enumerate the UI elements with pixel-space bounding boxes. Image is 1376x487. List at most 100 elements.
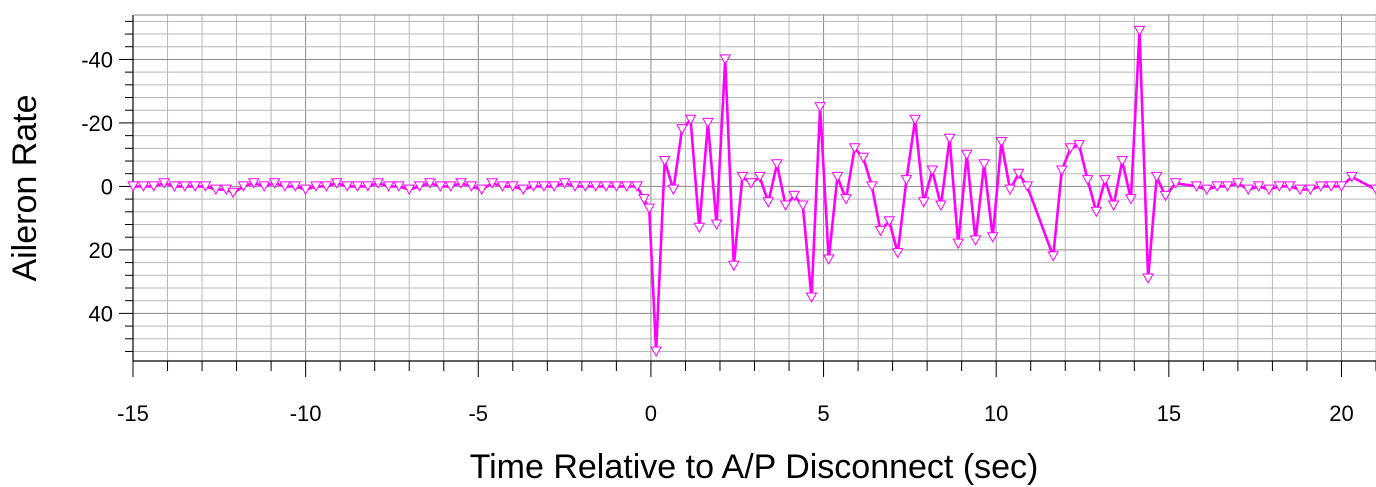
data-point <box>403 184 416 196</box>
data-point <box>361 181 374 192</box>
data-point <box>638 194 650 205</box>
data-point <box>1064 143 1077 154</box>
series-aileron-rate <box>127 25 1376 358</box>
data-point <box>137 181 150 192</box>
data-point <box>935 200 947 212</box>
data-point <box>771 159 783 170</box>
y-tick-label: 40 <box>89 301 113 326</box>
data-point <box>866 181 878 192</box>
data-point <box>1125 194 1137 205</box>
data-point <box>753 171 766 183</box>
data-point <box>589 181 602 192</box>
data-point <box>667 184 680 196</box>
data-point <box>745 178 757 189</box>
data-point <box>874 225 887 237</box>
data-point <box>600 181 612 192</box>
data-point <box>909 114 921 126</box>
data-point <box>631 181 643 192</box>
x-tick-label: 20 <box>1329 401 1353 426</box>
data-point <box>227 187 239 199</box>
data-point <box>268 178 281 189</box>
data-point <box>762 197 775 208</box>
data-point <box>247 178 260 189</box>
tick-marks <box>119 20 1376 377</box>
data-point <box>995 137 1008 148</box>
data-point <box>158 178 170 189</box>
x-tick-label: 0 <box>645 401 657 426</box>
data-point <box>1116 156 1129 167</box>
x-tick-label: -5 <box>468 401 488 426</box>
data-point <box>1081 175 1094 186</box>
data-point <box>558 178 571 189</box>
y-tick-label: 20 <box>89 238 113 263</box>
data-point <box>413 181 426 192</box>
data-point <box>279 181 291 192</box>
data-point <box>1273 181 1286 192</box>
data-point <box>693 222 706 234</box>
data-point <box>822 254 835 265</box>
data-point <box>1159 190 1172 202</box>
data-point <box>1073 140 1085 151</box>
data-point <box>1263 184 1275 196</box>
data-point <box>1242 184 1255 196</box>
data-point <box>814 102 826 113</box>
data-point <box>199 181 212 192</box>
data-point <box>258 181 271 192</box>
data-point <box>900 175 913 186</box>
data-point <box>147 181 160 192</box>
data-point <box>891 248 904 259</box>
data-point <box>320 181 333 192</box>
data-point <box>486 178 498 189</box>
data-point <box>434 181 447 192</box>
data-point <box>960 149 973 161</box>
x-tick-label: 5 <box>817 401 829 426</box>
data-point <box>1169 178 1182 189</box>
data-point <box>978 159 990 170</box>
data-point <box>1370 184 1376 196</box>
data-point <box>1190 181 1203 192</box>
data-point <box>1047 251 1060 262</box>
y-tick-label: -20 <box>81 111 113 136</box>
grid <box>132 15 1376 361</box>
data-point <box>455 178 467 189</box>
data-point <box>788 190 801 202</box>
data-point <box>393 181 405 192</box>
data-point <box>1004 184 1016 196</box>
data-point <box>1232 178 1244 189</box>
data-point <box>424 178 436 189</box>
data-point <box>1107 200 1120 212</box>
data-point <box>805 292 818 304</box>
data-point <box>658 156 671 167</box>
data-point <box>1055 165 1068 177</box>
data-point <box>1211 181 1224 192</box>
y-axis-title: Aileron Rate <box>6 94 44 281</box>
data-point <box>643 203 656 215</box>
x-tick-labels: -15 -10 -5 0 5 10 15 20 <box>117 401 1354 426</box>
data-point <box>310 181 322 192</box>
data-point <box>341 181 353 192</box>
data-point <box>178 181 191 192</box>
data-point <box>736 171 749 183</box>
data-point <box>857 152 870 164</box>
data-point <box>506 181 519 192</box>
data-point <box>1021 181 1034 192</box>
data-point <box>952 238 965 250</box>
data-point <box>496 181 509 192</box>
data-point <box>719 54 732 65</box>
data-point <box>710 219 723 231</box>
data-point <box>1283 181 1296 192</box>
data-point <box>189 181 202 192</box>
data-point <box>883 216 896 227</box>
data-point <box>727 260 740 272</box>
data-point <box>444 181 457 192</box>
data-point <box>579 181 592 192</box>
data-point <box>1345 171 1358 183</box>
data-point <box>351 181 364 192</box>
data-point <box>796 200 809 212</box>
data-point <box>848 143 861 154</box>
x-tick-label: -10 <box>290 401 322 426</box>
data-point <box>569 181 581 192</box>
data-point <box>382 181 395 192</box>
data-point <box>779 200 792 212</box>
